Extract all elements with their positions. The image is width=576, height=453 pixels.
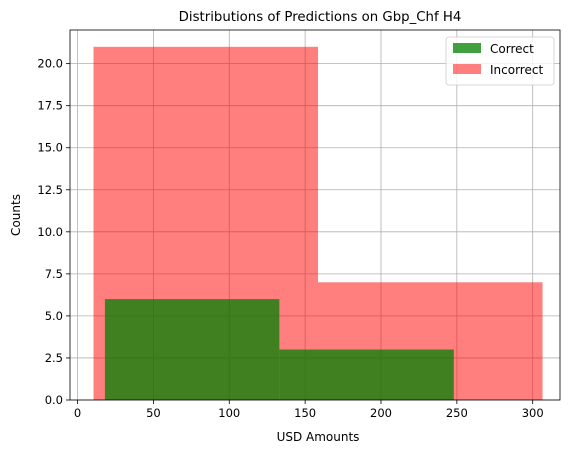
bar-correct xyxy=(104,299,280,400)
x-tick-label: 300 xyxy=(522,406,544,420)
x-tick-label: 250 xyxy=(446,406,468,420)
legend-swatch-correct xyxy=(453,43,481,53)
x-axis-label: USD Amounts xyxy=(277,430,360,444)
x-tick-label: 50 xyxy=(146,406,161,420)
y-tick-label: 20.0 xyxy=(37,57,63,71)
histogram-bars xyxy=(93,46,543,401)
y-axis-label: Counts xyxy=(9,194,23,236)
y-tick-label: 12.5 xyxy=(37,183,63,197)
y-tick-label: 17.5 xyxy=(37,99,63,113)
legend: Correct Incorrect xyxy=(445,36,555,86)
chart-title: Distributions of Predictions on Gbp_Chf … xyxy=(179,10,462,25)
x-tick-label: 100 xyxy=(218,406,240,420)
y-tick-label: 7.5 xyxy=(45,267,63,281)
x-tick-label: 0 xyxy=(74,406,81,420)
legend-label-incorrect: Incorrect xyxy=(490,63,543,77)
y-tick-label: 0.0 xyxy=(45,393,63,407)
y-tick-label: 10.0 xyxy=(37,225,63,239)
axis-ticks: 0 50 100 150 200 250 300 0.0 2.5 5.0 7.5 10.0 12.5 15… xyxy=(37,57,543,420)
legend-label-correct: Correct xyxy=(490,42,534,56)
y-tick-label: 15.0 xyxy=(37,141,63,155)
y-tick-label: 5.0 xyxy=(45,309,63,323)
bar-correct xyxy=(279,349,454,400)
legend-swatch-incorrect xyxy=(453,64,481,74)
axes-frame xyxy=(69,29,561,401)
plot-frame xyxy=(69,29,561,401)
x-tick-label: 150 xyxy=(294,406,316,420)
x-tick-label: 200 xyxy=(370,406,392,420)
y-tick-label: 2.5 xyxy=(45,351,63,365)
